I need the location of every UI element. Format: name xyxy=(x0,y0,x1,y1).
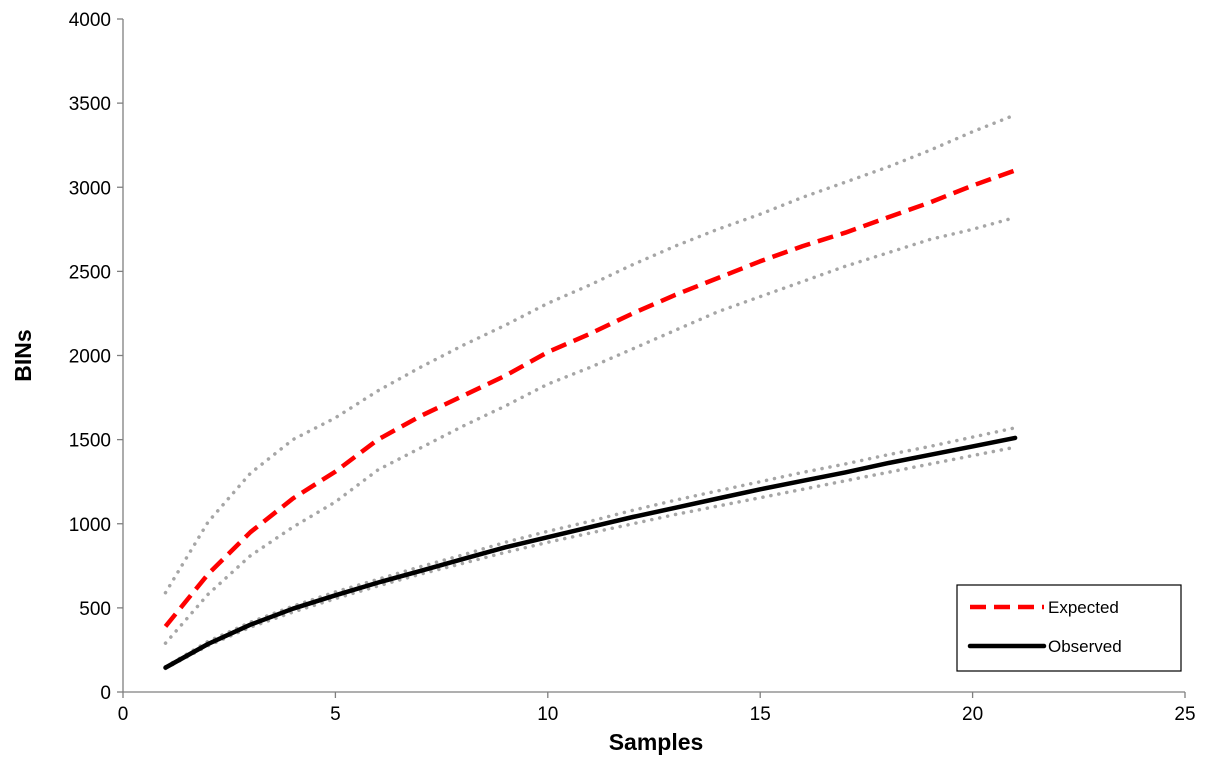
series-layer xyxy=(163,113,1018,671)
x-tick-label: 5 xyxy=(330,704,341,725)
x-axis-ticks: 0 5 10 15 20 25 xyxy=(118,692,1196,725)
y-tick-label: 3000 xyxy=(69,178,111,199)
x-tick-label: 10 xyxy=(537,704,558,725)
legend-label-expected: Expected xyxy=(1048,598,1119,617)
y-tick-label: 0 xyxy=(100,683,111,704)
y-tick-label: 3500 xyxy=(69,94,111,115)
y-axis-ticks: 0 500 1000 1500 2000 2500 3000 3500 4000 xyxy=(69,10,123,704)
y-tick-label: 1000 xyxy=(69,515,111,536)
series-line-observed-lower-bound xyxy=(163,445,1017,671)
legend-box xyxy=(956,584,1182,672)
y-tick-label: 2000 xyxy=(69,347,111,368)
series-line-expected xyxy=(163,168,1016,628)
y-tick-label: 1500 xyxy=(69,431,111,452)
legend-items: Expected Observed xyxy=(967,598,1122,656)
legend: Expected Observed xyxy=(956,584,1182,672)
x-tick-label: 20 xyxy=(962,704,983,725)
series-line-expected-lower-bound xyxy=(163,215,1017,645)
y-axis-title: BINs xyxy=(10,329,36,381)
x-tick-label: 25 xyxy=(1174,704,1195,725)
y-tick-label: 500 xyxy=(79,599,111,620)
series-line-observed xyxy=(163,435,1018,670)
x-tick-label: 15 xyxy=(750,704,771,725)
x-tick-label: 0 xyxy=(118,704,129,725)
plot-area: 0 500 1000 1500 2000 2500 3000 3500 4000 0 5 10 15 2… xyxy=(69,10,1196,725)
legend-label-observed: Observed xyxy=(1048,637,1122,656)
y-tick-label: 4000 xyxy=(69,10,111,31)
x-axis-title: Samples xyxy=(609,729,704,755)
series-line-expected-upper-bound xyxy=(163,113,1017,595)
y-tick-label: 2500 xyxy=(69,262,111,283)
